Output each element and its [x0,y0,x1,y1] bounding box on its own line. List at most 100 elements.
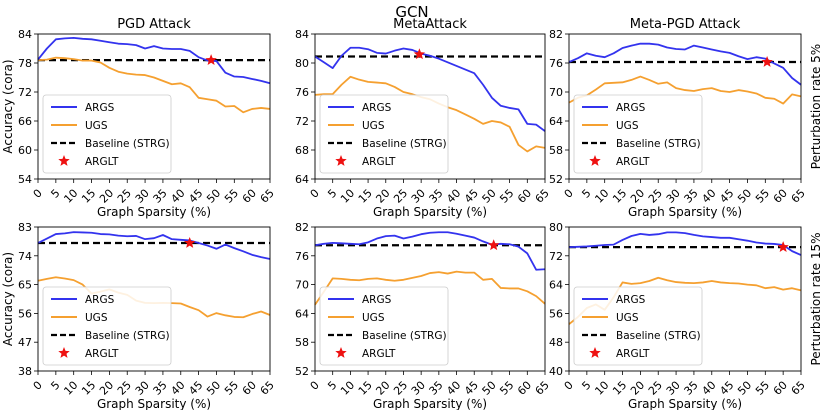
x-tick-label: 25 [115,379,134,398]
x-tick-label: 35 [427,187,446,206]
legend-handle-arglt [58,347,70,358]
x-tick-label: 65 [533,379,552,398]
y-tick-label: 76 [549,57,563,70]
legend-entry-label: Baseline (STRG) [362,138,447,150]
legend-entry-label: ARGLT [85,156,119,168]
y-axis-label: Accuracy (cora) [1,59,15,153]
x-tick-label: 35 [151,187,170,206]
x-tick-label: 15 [79,187,98,206]
x-tick-label: 35 [682,379,701,398]
legend-entry-label: UGS [85,312,108,324]
x-tick-label: 20 [97,187,116,206]
x-tick-label: 65 [258,379,277,398]
y-tick-label: 66 [18,115,32,128]
x-tick-label: 45 [717,379,736,398]
x-tick-label: 0 [562,187,576,201]
series-line-ugs [314,270,546,306]
x-tick-label: 35 [151,379,170,398]
x-axis-label: Graph Sparsity (%) [97,397,211,410]
legend-entry-label: ARGLT [362,348,396,360]
row-label: Perturbation rate 5% [809,44,823,169]
plot-frame [37,226,271,372]
legend-handle-arglt [335,347,347,358]
y-tick-label: 48 [549,336,563,349]
y-tick-label: 80 [295,57,309,70]
x-tick-label: 60 [771,379,790,398]
arglt-star-marker [183,237,196,248]
y-tick-label: 84 [295,28,309,41]
y-tick-label: 72 [549,250,563,263]
plot-frame [37,33,271,180]
legend-entry-label: ARGS [362,294,392,306]
x-tick-label: 0 [31,379,45,393]
x-tick-label: 5 [48,379,62,393]
plot-frame [568,226,802,372]
plot-frame [568,33,802,180]
legend-entry-label: ARGLT [616,348,650,360]
x-tick-label: 50 [480,187,499,206]
legend-handle-arglt [589,155,601,166]
legend-entry-label: ARGLT [616,156,650,168]
legend-entry-label: Baseline (STRG) [85,330,170,342]
x-tick-label: 0 [562,379,576,393]
x-tick-label: 10 [338,379,357,398]
x-tick-label: 55 [222,379,241,398]
y-tick-label: 64 [549,115,563,128]
legend-box [573,286,703,366]
x-tick-label: 65 [258,187,277,206]
x-tick-label: 25 [646,379,665,398]
arglt-star-marker [205,54,217,65]
y-tick-label: 72 [18,86,32,99]
x-tick-label: 5 [48,187,62,201]
series-line-args [37,231,271,260]
x-tick-label: 65 [789,379,808,398]
y-tick-label: 65 [18,279,32,292]
x-tick-label: 30 [409,187,428,206]
legend: ARGS UGS Baseline (STRG) ARGLT [319,94,449,174]
x-tick-label: 15 [610,187,629,206]
legend-box [42,286,172,366]
x-tick-label: 35 [427,379,446,398]
plot-frame [314,33,546,180]
row-label: Perturbation rate 15% [809,232,823,365]
legend: ARGS UGS Baseline (STRG) ARGLT [573,94,703,174]
series-line-args [314,46,546,132]
x-tick-label: 60 [240,187,259,206]
y-tick-label: 78 [18,57,32,70]
x-tick-label: 50 [735,379,754,398]
x-tick-label: 55 [753,379,772,398]
x-tick-label: 10 [61,379,80,398]
legend-entry-label: UGS [362,120,385,132]
x-tick-label: 45 [462,379,481,398]
y-tick-label: 40 [549,365,563,378]
legend: ARGS UGS Baseline (STRG) ARGLT [42,286,172,366]
x-tick-label: 45 [717,187,736,206]
legend-entry-label: UGS [362,312,385,324]
legend-entry-label: Baseline (STRG) [85,138,170,150]
subplot-title: Meta-PGD Attack [630,17,741,32]
legend-entry-label: ARGLT [85,348,119,360]
legend-entry-label: Baseline (STRG) [616,138,701,150]
x-tick-label: 25 [391,187,410,206]
y-tick-label: 60 [18,144,32,157]
y-tick-label: 70 [549,86,563,99]
y-tick-label: 83 [18,221,32,234]
plot-frame [314,226,546,372]
series-line-args [568,42,802,86]
x-tick-label: 45 [186,187,205,206]
x-tick-label: 5 [325,379,339,393]
x-tick-label: 15 [610,379,629,398]
y-tick-label: 76 [295,86,309,99]
legend-entry-label: ARGS [616,294,646,306]
legend-entry-label: ARGS [616,102,646,114]
x-tick-label: 20 [628,379,647,398]
y-tick-label: 80 [549,221,563,234]
series-line-ugs [37,56,271,114]
legend-handle-arglt [589,347,601,358]
